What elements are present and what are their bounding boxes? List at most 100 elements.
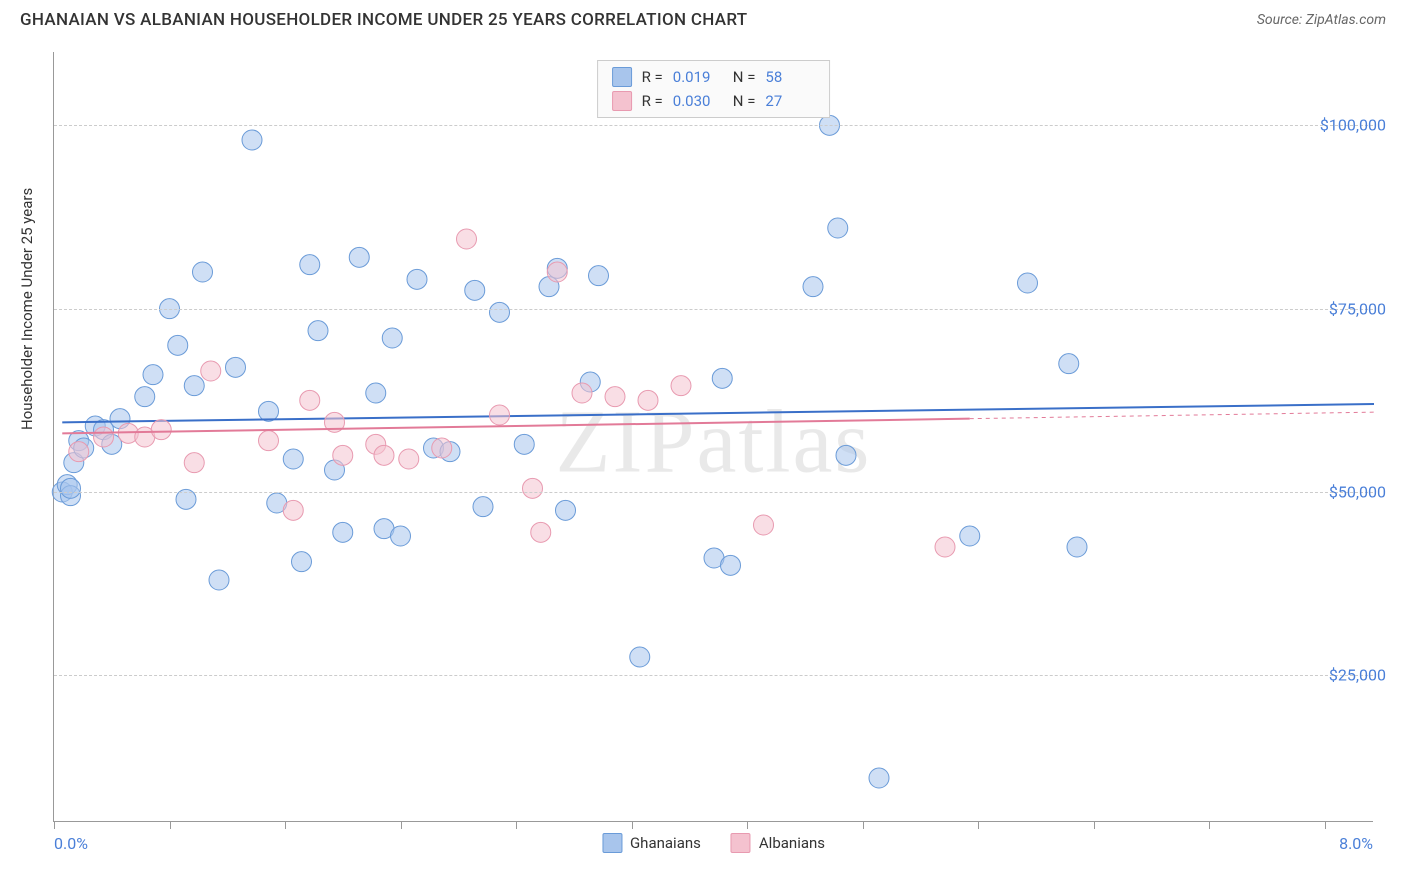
gridline xyxy=(54,125,1373,126)
chart-header: GHANAIAN VS ALBANIAN HOUSEHOLDER INCOME … xyxy=(0,0,1406,35)
scatter-point xyxy=(366,383,386,403)
x-tick xyxy=(863,821,864,829)
scatter-point xyxy=(828,218,848,238)
scatter-point xyxy=(556,500,576,520)
scatter-point xyxy=(242,130,262,150)
legend-label: Albanians xyxy=(759,834,825,852)
scatter-point xyxy=(523,478,543,498)
scatter-point xyxy=(589,266,609,286)
scatter-point xyxy=(193,262,213,282)
scatter-point xyxy=(712,368,732,388)
stat-n-label: N = xyxy=(733,92,756,110)
scatter-point xyxy=(572,383,592,403)
stats-legend-row: R = 0.019 N = 58 xyxy=(612,65,816,89)
scatter-point xyxy=(473,497,493,517)
scatter-point xyxy=(201,361,221,381)
scatter-point xyxy=(754,515,774,535)
gridline xyxy=(54,492,1373,493)
y-tick-label: $25,000 xyxy=(1329,666,1386,685)
scatter-point xyxy=(168,335,188,355)
scatter-point xyxy=(935,537,955,557)
legend-item: Albanians xyxy=(731,833,825,853)
scatter-point xyxy=(308,321,328,341)
scatter-point xyxy=(630,647,650,667)
gridline xyxy=(54,675,1373,676)
scatter-point xyxy=(432,438,452,458)
x-tick xyxy=(170,821,171,829)
scatter-point xyxy=(671,376,691,396)
legend-swatch xyxy=(612,67,632,87)
x-min-label: 0.0% xyxy=(54,834,88,853)
scatter-point xyxy=(490,405,510,425)
x-tick xyxy=(516,821,517,829)
scatter-point xyxy=(1059,354,1079,374)
scatter-point xyxy=(226,357,246,377)
scatter-point xyxy=(283,449,303,469)
trend-line-extrapolated xyxy=(970,412,1374,419)
legend-swatch xyxy=(602,833,622,853)
scatter-point xyxy=(300,390,320,410)
stat-n-value: 27 xyxy=(765,92,815,110)
x-tick xyxy=(285,821,286,829)
scatter-point xyxy=(803,277,823,297)
scatter-point xyxy=(869,768,889,788)
scatter-point xyxy=(259,401,279,421)
source-label: Source: ZipAtlas.com xyxy=(1257,12,1386,28)
scatter-point xyxy=(391,526,411,546)
scatter-point xyxy=(300,255,320,275)
y-axis-label: Householder Income Under 25 years xyxy=(18,188,36,430)
legend-swatch xyxy=(731,833,751,853)
scatter-point xyxy=(94,427,114,447)
y-tick-label: $50,000 xyxy=(1329,483,1386,502)
x-tick xyxy=(401,821,402,829)
scatter-svg xyxy=(54,52,1373,821)
gridline xyxy=(54,309,1373,310)
scatter-point xyxy=(143,365,163,385)
scatter-point xyxy=(135,387,155,407)
stat-n-value: 58 xyxy=(765,68,815,86)
legend-label: Ghanaians xyxy=(630,834,701,852)
stat-r-value: 0.019 xyxy=(673,68,723,86)
scatter-point xyxy=(333,445,353,465)
y-tick-label: $75,000 xyxy=(1329,299,1386,318)
scatter-point xyxy=(382,328,402,348)
scatter-point xyxy=(721,555,741,575)
scatter-point xyxy=(283,500,303,520)
scatter-point xyxy=(374,445,394,465)
scatter-point xyxy=(69,442,89,462)
x-tick xyxy=(1209,821,1210,829)
x-tick xyxy=(1325,821,1326,829)
x-tick xyxy=(1094,821,1095,829)
scatter-point xyxy=(638,390,658,410)
scatter-point xyxy=(457,229,477,249)
chart-title: GHANAIAN VS ALBANIAN HOUSEHOLDER INCOME … xyxy=(20,10,747,30)
scatter-point xyxy=(209,570,229,590)
series-legend: Ghanaians Albanians xyxy=(602,833,825,853)
scatter-point xyxy=(1018,273,1038,293)
stat-r-label: R = xyxy=(642,68,663,86)
scatter-point xyxy=(836,445,856,465)
scatter-point xyxy=(349,247,369,267)
scatter-point xyxy=(184,453,204,473)
stats-legend-row: R = 0.030N = 27 xyxy=(612,89,816,113)
scatter-point xyxy=(490,302,510,322)
stat-n-label: N = xyxy=(733,68,756,86)
scatter-point xyxy=(547,262,567,282)
scatter-point xyxy=(151,420,171,440)
scatter-point xyxy=(605,387,625,407)
scatter-point xyxy=(514,434,534,454)
x-max-label: 8.0% xyxy=(1339,834,1373,853)
stat-r-label: R = xyxy=(642,92,663,110)
scatter-point xyxy=(399,449,419,469)
scatter-point xyxy=(1067,537,1087,557)
scatter-point xyxy=(465,280,485,300)
scatter-point xyxy=(292,552,312,572)
x-tick xyxy=(978,821,979,829)
legend-item: Ghanaians xyxy=(602,833,701,853)
x-tick xyxy=(54,821,55,829)
scatter-point xyxy=(61,478,81,498)
scatter-point xyxy=(184,376,204,396)
scatter-point xyxy=(259,431,279,451)
scatter-point xyxy=(531,522,551,542)
x-tick xyxy=(632,821,633,829)
